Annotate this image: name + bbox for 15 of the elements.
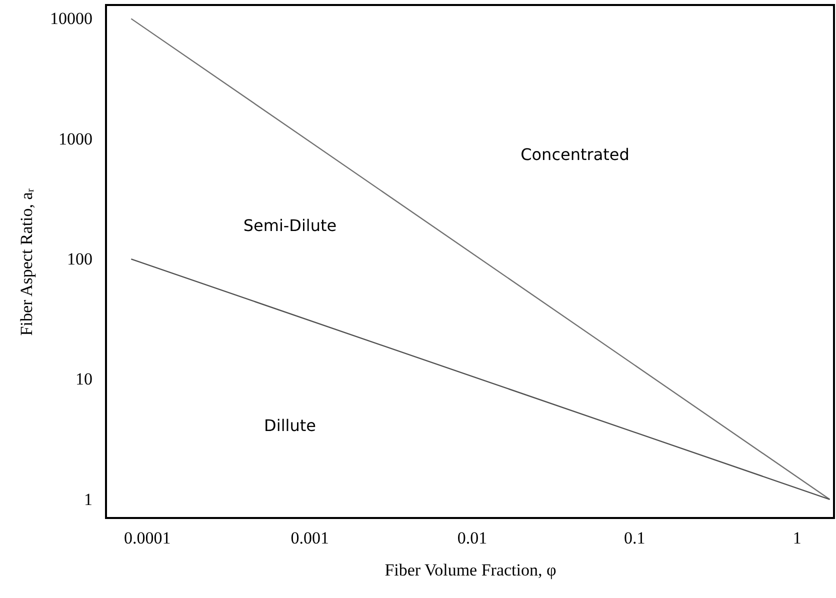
y-tick-label: 1 <box>84 490 92 509</box>
annotation: Semi-Dilute <box>243 216 337 235</box>
y-axis-title: Fiber Aspect Ratio, aᵣ <box>17 188 36 336</box>
y-tick-label: 10000 <box>50 9 92 28</box>
x-tick-label: 0.01 <box>457 528 488 548</box>
x-tick-label: 0.001 <box>290 528 329 548</box>
x-tick-label: 1 <box>792 528 802 548</box>
x-axis-title: Fiber Volume Fraction, φ <box>384 560 556 580</box>
y-tick-label: 1000 <box>58 129 92 148</box>
y-tick-label: 10 <box>76 370 92 389</box>
x-tick-label: 0.1 <box>624 528 646 548</box>
annotation: Concentrated <box>520 145 630 164</box>
x-tick-label: 0.0001 <box>124 528 171 548</box>
annotation: Dillute <box>264 416 316 435</box>
y-tick-label: 100 <box>67 250 92 269</box>
